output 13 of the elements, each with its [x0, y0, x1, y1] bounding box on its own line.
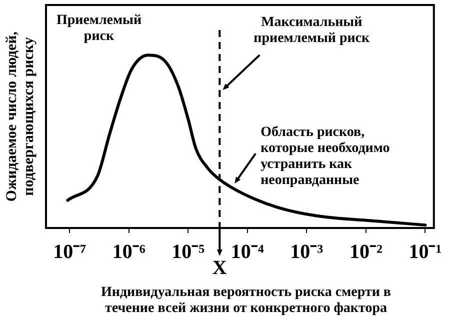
- text: Приемлемый риск: [55, 13, 143, 45]
- x-axis-title: Индивидуальная вероятность риска смерти в течение всей жизни от конкретного фактора: [100, 285, 392, 317]
- annotation: Область рисков, которые необходимо устранить как неоправданные: [260, 124, 391, 188]
- x-tick-label: 10⁻¹: [408, 241, 442, 264]
- ref-line-label: X: [211, 257, 228, 279]
- x-tick-label: 10⁻⁵: [172, 241, 205, 264]
- x-tick-label: 10⁻⁷: [53, 241, 86, 264]
- text: Максимальный приемлемый риск: [252, 15, 371, 47]
- x-tick-label: 10⁻³: [290, 241, 324, 264]
- x-tick-label: 10⁻⁶: [112, 241, 146, 264]
- x-tick-label: 10⁻⁴: [230, 241, 264, 264]
- y-axis-title: Ожидаемое число людей, подвергающихся риску: [4, 30, 38, 204]
- x-tick-label: 10⁻²: [349, 241, 382, 264]
